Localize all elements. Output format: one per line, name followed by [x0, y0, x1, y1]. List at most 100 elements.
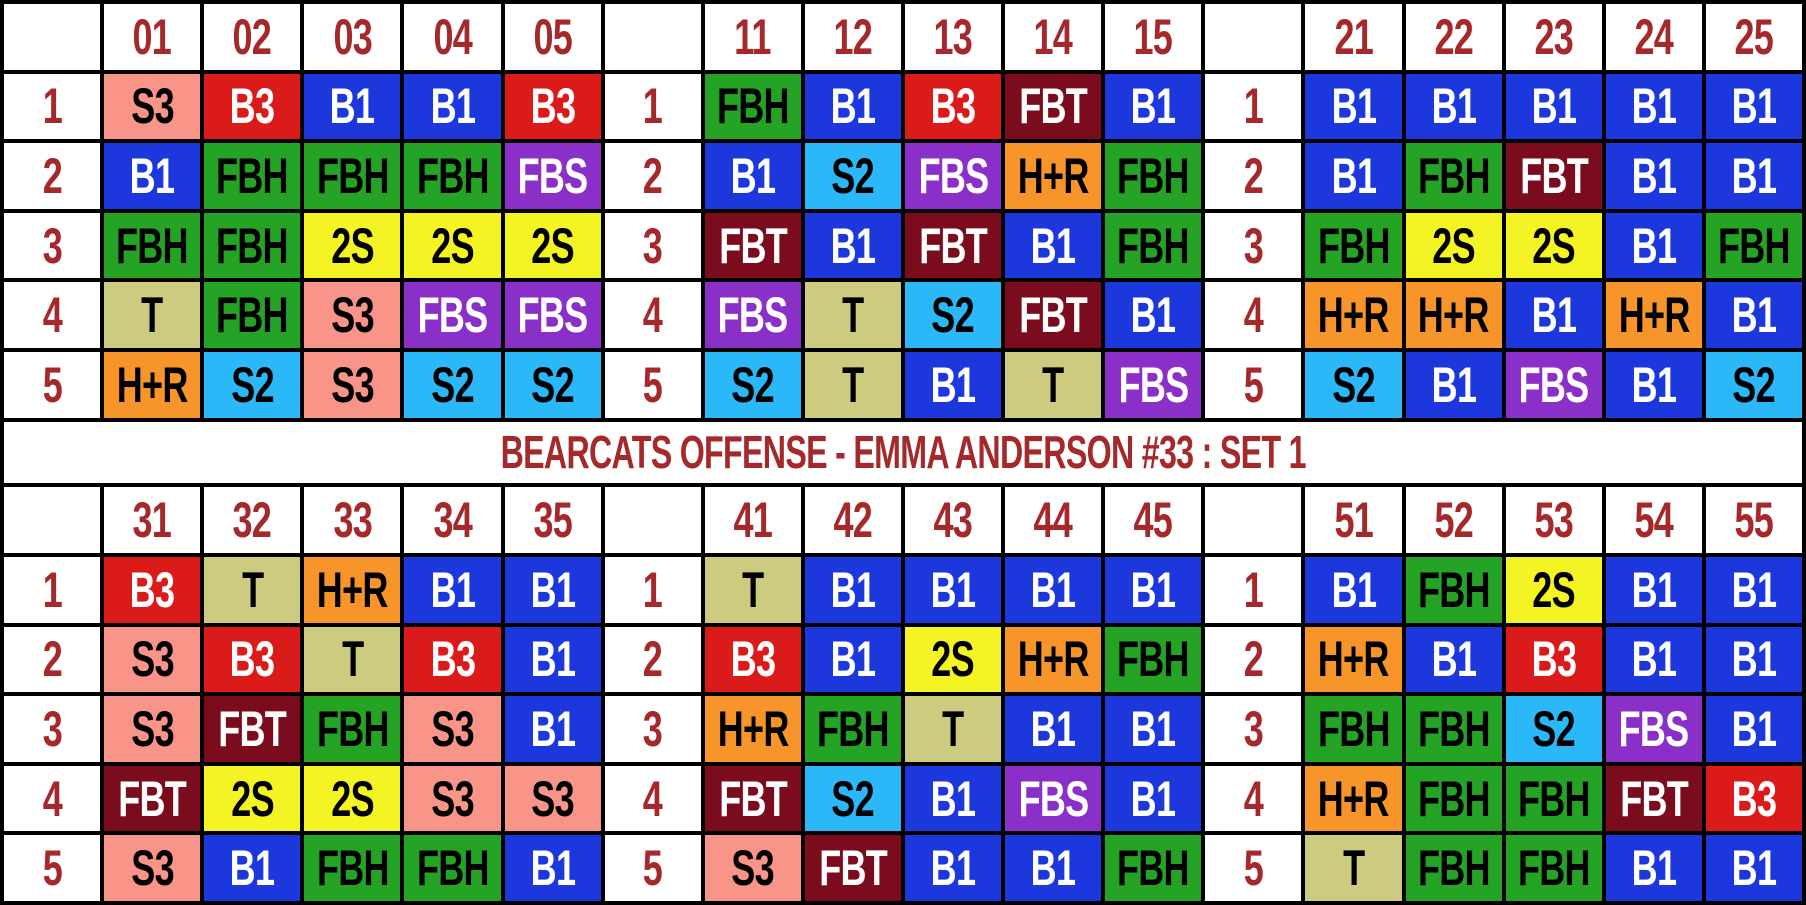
zone-cell: B1 [504, 626, 601, 693]
zone-cell: FBT [1005, 282, 1102, 349]
row-header: 4 [4, 282, 101, 349]
zone-cell: FBS [504, 143, 601, 209]
column-header: 22 [1405, 4, 1502, 70]
zone-cell: B1 [1405, 626, 1502, 693]
zone-cell: B1 [1705, 626, 1802, 693]
row-header: 4 [1205, 282, 1302, 349]
row-header: 4 [4, 765, 101, 832]
zone-cell: B3 [905, 73, 1002, 140]
column-header: 52 [1405, 487, 1502, 553]
zone-cell: FBH [204, 212, 301, 279]
zone-cell: B1 [1705, 556, 1802, 623]
zone-cell: FBH [1405, 556, 1502, 623]
zone-cell: B3 [1505, 626, 1602, 693]
zone-cell: B1 [504, 835, 601, 901]
zone-cell: 2S [1505, 556, 1602, 623]
zone-cell: B3 [404, 626, 501, 693]
zone-cell: FBT [104, 765, 201, 832]
zone-cell: FBS [905, 143, 1002, 209]
row-header: 2 [1205, 143, 1302, 209]
zone-cell: B1 [1705, 696, 1802, 762]
column-header: 25 [1705, 4, 1802, 70]
zone-cell: B3 [704, 626, 801, 693]
column-header: 53 [1505, 487, 1602, 553]
zone-cell: FBT [1605, 765, 1702, 832]
zone-cell: B1 [1405, 352, 1502, 418]
zone-cell: H+R [1005, 143, 1102, 209]
zone-cell: FBH [1405, 143, 1502, 209]
zone-cell: S2 [905, 282, 1002, 349]
row-header: 4 [1205, 765, 1302, 832]
zone-cell: FBH [204, 282, 301, 349]
row-header: 5 [1205, 835, 1302, 901]
zone-cell: B1 [504, 696, 601, 762]
zone-cell: 2S [304, 765, 401, 832]
zone-cell: B1 [1605, 626, 1702, 693]
column-header: 15 [1105, 4, 1202, 70]
zone-cell: S3 [304, 282, 401, 349]
row-header: 5 [604, 835, 701, 901]
zone-cell: B1 [1605, 73, 1702, 140]
zone-cell: H+R [1405, 282, 1502, 349]
zone-cell: B3 [104, 556, 201, 623]
column-header: 51 [1305, 487, 1402, 553]
zone-cell: 2S [404, 212, 501, 279]
zone-cell: B3 [204, 626, 301, 693]
zone-cell: FBT [804, 835, 901, 901]
row-header: 5 [4, 352, 101, 418]
zone-cell: FBH [1105, 212, 1202, 279]
zone-cell: B3 [204, 73, 301, 140]
zone-cell: S2 [804, 765, 901, 832]
zone-cell: B1 [1105, 556, 1202, 623]
zone-cell: S2 [804, 143, 901, 209]
zone-cell: 2S [905, 626, 1002, 693]
zone-cell: B1 [1705, 835, 1802, 901]
column-header: 35 [504, 487, 601, 553]
zone-cell: FBH [1405, 765, 1502, 832]
column-header: 04 [404, 4, 501, 70]
zone-cell: T [1305, 835, 1402, 901]
zone-cell: B1 [804, 73, 901, 140]
zone-cell: FBH [704, 73, 801, 140]
column-header: 44 [1005, 487, 1102, 553]
zone-cell: H+R [104, 352, 201, 418]
zone-cell: B1 [804, 212, 901, 279]
zone-cell: FBH [1505, 835, 1602, 901]
zone-cell: FBH [1405, 696, 1502, 762]
column-header: 41 [704, 487, 801, 553]
zone-cell: FBH [1405, 835, 1502, 901]
corner-cell [1205, 4, 1302, 70]
zone-cell: S3 [104, 835, 201, 901]
zone-cell: FBS [504, 282, 601, 349]
zone-cell: FBH [304, 143, 401, 209]
zone-cell: 2S [1405, 212, 1502, 279]
column-header: 23 [1505, 4, 1602, 70]
zone-cell: B1 [905, 556, 1002, 623]
row-header: 3 [4, 212, 101, 279]
row-header: 2 [604, 143, 701, 209]
zone-cell: B1 [1705, 143, 1802, 209]
zone-cell: FBS [1505, 352, 1602, 418]
row-header: 1 [604, 73, 701, 140]
zone-cell: S3 [404, 696, 501, 762]
zone-cell: S3 [104, 626, 201, 693]
zone-cell: 2S [204, 765, 301, 832]
zone-cell: T [1005, 352, 1102, 418]
column-header: 32 [204, 487, 301, 553]
zone-cell: B1 [1505, 73, 1602, 140]
zone-cell: H+R [1305, 282, 1402, 349]
zone-cell: FBH [304, 835, 401, 901]
column-header: 33 [304, 487, 401, 553]
zone-cell: B1 [1705, 73, 1802, 140]
zone-cell: B1 [1105, 765, 1202, 832]
row-header: 3 [604, 696, 701, 762]
zone-cell: FBH [404, 835, 501, 901]
row-header: 1 [4, 73, 101, 140]
zone-cell: S3 [104, 696, 201, 762]
zone-cell: B1 [1005, 835, 1102, 901]
column-header: 34 [404, 487, 501, 553]
zone-cell: H+R [1605, 282, 1702, 349]
zone-cell: B1 [804, 556, 901, 623]
zone-cell: B1 [1605, 143, 1702, 209]
zone-cell: B1 [905, 352, 1002, 418]
